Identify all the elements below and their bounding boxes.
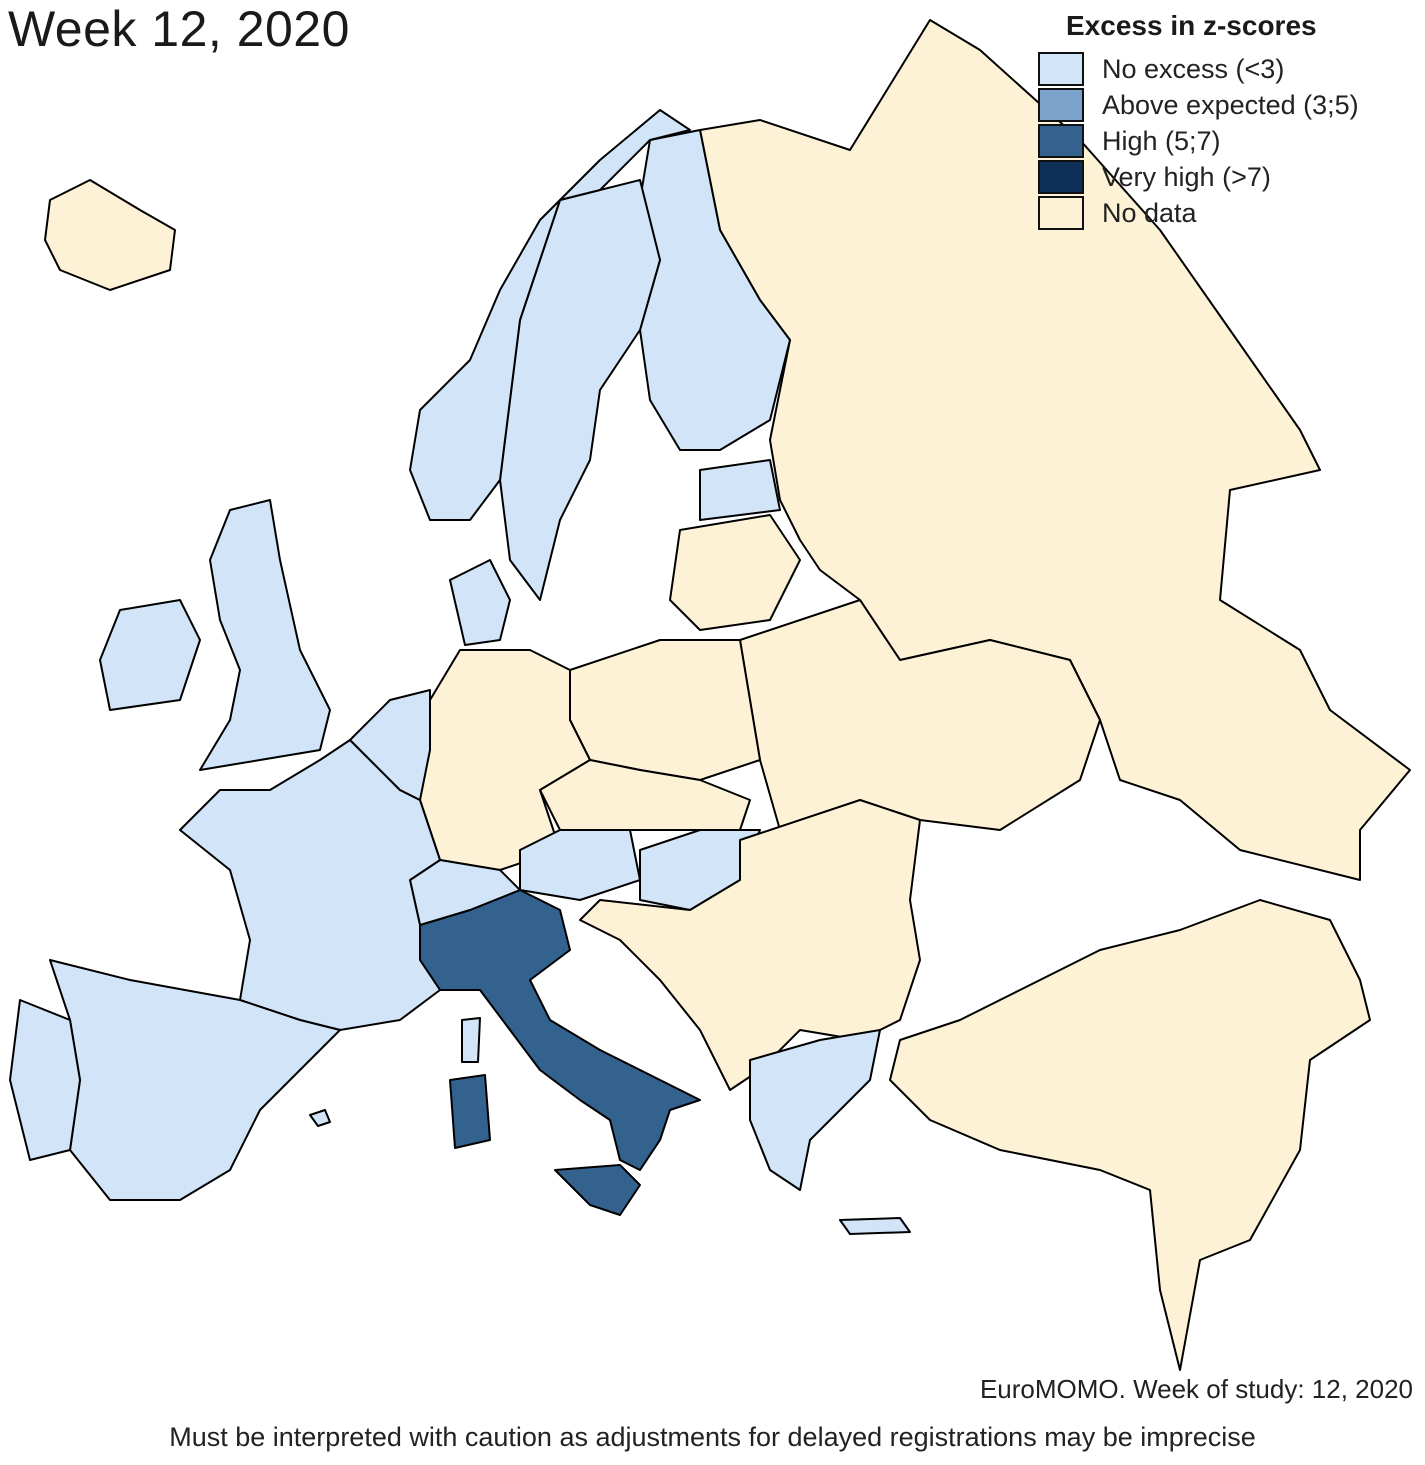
region-turkey[interactable] <box>889 899 1371 1371</box>
legend-title: Excess in z-scores <box>1066 10 1317 41</box>
region-denmark[interactable] <box>449 559 511 646</box>
region-austria[interactable] <box>519 829 641 901</box>
region-estonia[interactable] <box>699 459 781 521</box>
region-ireland[interactable] <box>99 599 201 711</box>
legend-item-very-high: Very high (>7) <box>1036 160 1396 196</box>
region-baltics[interactable] <box>669 514 801 631</box>
region-norway[interactable] <box>409 109 691 521</box>
region-sweden[interactable] <box>499 179 661 601</box>
region-crete[interactable] <box>839 1217 911 1235</box>
region-corsica[interactable] <box>461 1017 481 1063</box>
region-uk[interactable] <box>199 499 331 771</box>
region-italy[interactable] <box>419 889 701 1171</box>
region-poland[interactable] <box>569 639 761 781</box>
legend-item-no-excess: No excess (<3) <box>1036 52 1396 88</box>
region-sardinia[interactable] <box>449 1074 491 1149</box>
legend-item-above-expected: Above expected (3;5) <box>1036 88 1396 124</box>
legend-swatch <box>1038 124 1084 158</box>
region-balkans[interactable] <box>579 799 921 1091</box>
region-iceland[interactable] <box>44 179 176 291</box>
legend-swatch <box>1038 196 1084 230</box>
region-russia[interactable] <box>699 19 1411 881</box>
region-greece[interactable] <box>749 1029 881 1191</box>
legend-label: No data <box>1102 198 1197 228</box>
legend-label: High (5;7) <box>1102 126 1221 156</box>
region-portugal[interactable] <box>9 999 81 1161</box>
legend-swatch <box>1038 52 1084 86</box>
legend-item-no-data: No data <box>1036 196 1396 232</box>
map-title: Week 12, 2020 <box>8 1 350 57</box>
source-note: EuroMOMO. Week of study: 12, 2020 <box>979 1374 1413 1404</box>
legend-label: No excess (<3) <box>1102 54 1285 84</box>
legend-swatch <box>1038 160 1084 194</box>
region-malta[interactable] <box>309 1109 331 1127</box>
legend-label: Very high (>7) <box>1102 162 1271 192</box>
legend-item-high: High (5;7) <box>1036 124 1396 160</box>
region-sicily[interactable] <box>554 1164 641 1216</box>
legend-swatch <box>1038 88 1084 122</box>
caution-note: Must be interpreted with caution as adju… <box>169 1422 1256 1452</box>
legend-label: Above expected (3;5) <box>1102 90 1359 120</box>
region-benelux[interactable] <box>349 689 431 801</box>
region-ukraine[interactable] <box>739 599 1101 831</box>
